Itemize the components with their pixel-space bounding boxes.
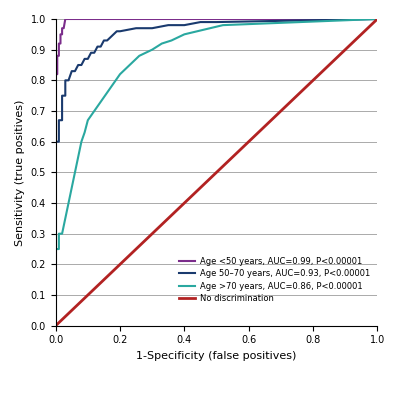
- Age 50–70 years, AUC=0.93, P<0.00001: [118, 29, 122, 34]
- Age 50–70 years, AUC=0.93, P<0.00001: [72, 69, 77, 74]
- Age >70 years, AUC=0.86, P<0.00001: [86, 118, 90, 123]
- Age 50–70 years, AUC=0.93, P<0.00001: [69, 69, 74, 74]
- Age 50–70 years, AUC=0.93, P<0.00001: [53, 139, 58, 144]
- Age <50 years, AUC=0.99, P<0.00001: [74, 16, 79, 21]
- Age <50 years, AUC=0.99, P<0.00001: [55, 54, 60, 58]
- Age >70 years, AUC=0.86, P<0.00001: [66, 201, 71, 206]
- Age <50 years, AUC=0.99, P<0.00001: [55, 72, 60, 77]
- Age >70 years, AUC=0.86, P<0.00001: [98, 100, 103, 104]
- Age 50–70 years, AUC=0.93, P<0.00001: [92, 50, 97, 55]
- Age >70 years, AUC=0.86, P<0.00001: [169, 38, 174, 43]
- Age 50–70 years, AUC=0.93, P<0.00001: [60, 118, 64, 123]
- Age >70 years, AUC=0.86, P<0.00001: [124, 66, 129, 70]
- Age <50 years, AUC=0.99, P<0.00001: [58, 32, 63, 37]
- Age 50–70 years, AUC=0.93, P<0.00001: [66, 78, 71, 83]
- Age >70 years, AUC=0.86, P<0.00001: [182, 32, 187, 37]
- Age >70 years, AUC=0.86, P<0.00001: [63, 216, 68, 221]
- Age <50 years, AUC=0.99, P<0.00001: [61, 26, 66, 31]
- Age >70 years, AUC=0.86, P<0.00001: [195, 29, 200, 34]
- Age 50–70 years, AUC=0.93, P<0.00001: [56, 118, 61, 123]
- Age >70 years, AUC=0.86, P<0.00001: [208, 26, 212, 31]
- Age <50 years, AUC=0.99, P<0.00001: [60, 26, 64, 31]
- Age >70 years, AUC=0.86, P<0.00001: [53, 247, 58, 252]
- Y-axis label: Sensitivity (true positives): Sensitivity (true positives): [15, 99, 25, 246]
- Age 50–70 years, AUC=0.93, P<0.00001: [79, 63, 84, 68]
- Age 50–70 years, AUC=0.93, P<0.00001: [53, 244, 58, 248]
- Age <50 years, AUC=0.99, P<0.00001: [53, 323, 58, 328]
- Age 50–70 years, AUC=0.93, P<0.00001: [82, 56, 87, 61]
- Age >70 years, AUC=0.86, P<0.00001: [105, 90, 110, 95]
- Age <50 years, AUC=0.99, P<0.00001: [72, 16, 77, 21]
- Age 50–70 years, AUC=0.93, P<0.00001: [63, 78, 68, 83]
- Age 50–70 years, AUC=0.93, P<0.00001: [56, 139, 61, 144]
- Age <50 years, AUC=0.99, P<0.00001: [53, 139, 58, 144]
- Age >70 years, AUC=0.86, P<0.00001: [130, 60, 135, 64]
- Age >70 years, AUC=0.86, P<0.00001: [375, 16, 380, 21]
- Age <50 years, AUC=0.99, P<0.00001: [76, 16, 80, 21]
- Age <50 years, AUC=0.99, P<0.00001: [66, 16, 71, 21]
- Line: Age 50–70 years, AUC=0.93, P<0.00001: Age 50–70 years, AUC=0.93, P<0.00001: [56, 19, 377, 326]
- Age >70 years, AUC=0.86, P<0.00001: [72, 170, 77, 175]
- Age 50–70 years, AUC=0.93, P<0.00001: [182, 23, 187, 28]
- Age 50–70 years, AUC=0.93, P<0.00001: [198, 20, 203, 24]
- Age <50 years, AUC=0.99, P<0.00001: [53, 72, 58, 77]
- Age >70 years, AUC=0.86, P<0.00001: [56, 247, 61, 252]
- Age >70 years, AUC=0.86, P<0.00001: [220, 23, 225, 28]
- Age >70 years, AUC=0.86, P<0.00001: [69, 185, 74, 190]
- Age 50–70 years, AUC=0.93, P<0.00001: [108, 35, 113, 40]
- Age 50–70 years, AUC=0.93, P<0.00001: [150, 26, 154, 31]
- Age <50 years, AUC=0.99, P<0.00001: [375, 16, 380, 21]
- Age 50–70 years, AUC=0.93, P<0.00001: [166, 23, 171, 28]
- Legend: Age <50 years, AUC=0.99, P<0.00001, Age 50–70 years, AUC=0.93, P<0.00001, Age >7: Age <50 years, AUC=0.99, P<0.00001, Age …: [176, 254, 373, 306]
- Age 50–70 years, AUC=0.93, P<0.00001: [98, 44, 103, 49]
- Age 50–70 years, AUC=0.93, P<0.00001: [375, 16, 380, 21]
- Age >70 years, AUC=0.86, P<0.00001: [143, 50, 148, 55]
- Age >70 years, AUC=0.86, P<0.00001: [111, 81, 116, 86]
- Age 50–70 years, AUC=0.93, P<0.00001: [214, 20, 219, 24]
- Age >70 years, AUC=0.86, P<0.00001: [118, 72, 122, 77]
- Age >70 years, AUC=0.86, P<0.00001: [56, 231, 61, 236]
- Line: Age <50 years, AUC=0.99, P<0.00001: Age <50 years, AUC=0.99, P<0.00001: [56, 19, 377, 326]
- Age 50–70 years, AUC=0.93, P<0.00001: [134, 26, 138, 31]
- Age 50–70 years, AUC=0.93, P<0.00001: [111, 32, 116, 37]
- Age >70 years, AUC=0.86, P<0.00001: [160, 41, 164, 46]
- Age 50–70 years, AUC=0.93, P<0.00001: [102, 38, 106, 43]
- Age 50–70 years, AUC=0.93, P<0.00001: [89, 50, 94, 55]
- Age 50–70 years, AUC=0.93, P<0.00001: [76, 63, 80, 68]
- Age >70 years, AUC=0.86, P<0.00001: [60, 231, 64, 236]
- Age >70 years, AUC=0.86, P<0.00001: [79, 139, 84, 144]
- Age >70 years, AUC=0.86, P<0.00001: [150, 47, 154, 52]
- Age <50 years, AUC=0.99, P<0.00001: [60, 32, 64, 37]
- Age <50 years, AUC=0.99, P<0.00001: [58, 41, 63, 46]
- Age >70 years, AUC=0.86, P<0.00001: [92, 109, 97, 114]
- Age <50 years, AUC=0.99, P<0.00001: [63, 16, 68, 21]
- Age 50–70 years, AUC=0.93, P<0.00001: [114, 29, 119, 34]
- Age <50 years, AUC=0.99, P<0.00001: [56, 54, 61, 58]
- Age 50–70 years, AUC=0.93, P<0.00001: [60, 93, 64, 98]
- Age >70 years, AUC=0.86, P<0.00001: [53, 323, 58, 328]
- Age >70 years, AUC=0.86, P<0.00001: [137, 54, 142, 58]
- Line: Age >70 years, AUC=0.86, P<0.00001: Age >70 years, AUC=0.86, P<0.00001: [56, 19, 377, 326]
- X-axis label: 1-Specificity (false positives): 1-Specificity (false positives): [136, 351, 297, 361]
- Age >70 years, AUC=0.86, P<0.00001: [53, 280, 58, 285]
- Age 50–70 years, AUC=0.93, P<0.00001: [63, 93, 68, 98]
- Age >70 years, AUC=0.86, P<0.00001: [82, 130, 87, 135]
- Age 50–70 years, AUC=0.93, P<0.00001: [86, 56, 90, 61]
- Age <50 years, AUC=0.99, P<0.00001: [69, 16, 74, 21]
- Age >70 years, AUC=0.86, P<0.00001: [76, 155, 80, 160]
- Age 50–70 years, AUC=0.93, P<0.00001: [105, 38, 110, 43]
- Age <50 years, AUC=0.99, P<0.00001: [56, 41, 61, 46]
- Age 50–70 years, AUC=0.93, P<0.00001: [53, 323, 58, 328]
- Age 50–70 years, AUC=0.93, P<0.00001: [95, 44, 100, 49]
